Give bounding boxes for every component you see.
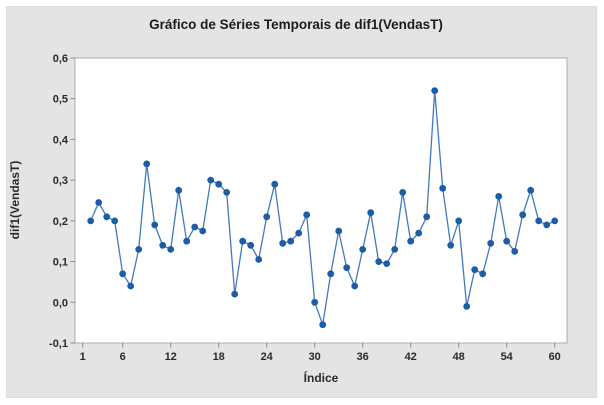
data-point — [423, 213, 431, 221]
x-tick-label: 24 — [261, 351, 274, 363]
data-point — [359, 246, 367, 253]
y-axis-title: dif1(VendasT) — [8, 161, 22, 240]
data-point — [511, 248, 519, 255]
x-tick-label: 18 — [213, 351, 225, 363]
data-point — [447, 241, 455, 249]
data-point — [239, 237, 247, 245]
x-tick-label: 30 — [309, 351, 321, 363]
y-tick-label: -0,1 — [49, 338, 68, 350]
data-point — [431, 87, 439, 94]
data-point — [503, 237, 511, 245]
x-tick-label: 60 — [549, 351, 561, 363]
x-tick-label: 1 — [80, 351, 86, 363]
data-point — [463, 303, 471, 310]
data-point — [295, 229, 303, 237]
data-point — [535, 217, 543, 225]
data-point — [135, 246, 143, 253]
data-point — [223, 189, 231, 196]
data-point — [119, 270, 127, 278]
data-point — [199, 227, 207, 235]
data-point — [143, 160, 151, 168]
data-point — [271, 180, 279, 188]
x-tick-label: 54 — [501, 351, 514, 363]
x-axis-title: Índice — [304, 370, 339, 385]
x-tick-label: 36 — [357, 351, 369, 363]
data-point — [151, 221, 159, 229]
data-point — [311, 298, 319, 306]
data-point — [407, 237, 415, 245]
x-tick-label: 6 — [120, 351, 126, 363]
data-point — [207, 176, 215, 184]
data-point — [191, 223, 199, 231]
data-point — [111, 217, 119, 225]
data-point — [495, 193, 503, 200]
plot-area — [74, 57, 568, 344]
data-point — [367, 209, 375, 217]
data-point — [391, 246, 399, 253]
data-point — [351, 282, 359, 290]
data-point — [487, 239, 495, 247]
x-tick-label: 12 — [165, 351, 177, 363]
data-point — [343, 264, 351, 272]
data-point — [95, 199, 103, 206]
data-point — [479, 270, 487, 278]
data-point — [519, 211, 527, 219]
data-point — [455, 217, 463, 225]
data-point — [551, 217, 559, 225]
data-point — [383, 260, 391, 267]
data-point — [159, 241, 167, 249]
data-series — [87, 87, 559, 329]
data-point — [103, 213, 111, 221]
data-point — [247, 241, 255, 249]
data-point — [255, 256, 263, 263]
data-point — [471, 266, 479, 274]
y-tick-label: 0,0 — [53, 297, 68, 309]
data-point — [87, 217, 95, 225]
data-point — [167, 246, 175, 253]
y-tick-label: 0,4 — [53, 134, 69, 146]
y-tick-label: 0,6 — [53, 53, 68, 65]
data-point — [527, 186, 535, 194]
data-point — [231, 290, 239, 298]
data-point — [175, 186, 183, 194]
data-point — [263, 213, 271, 221]
y-tick-label: 0,3 — [53, 175, 68, 187]
chart-title: Gráfico de Séries Temporais de dif1(Vend… — [149, 17, 443, 32]
axis-ticks: 0,6 0,5 0,4 0,3 0,2 0,1 0,0 -0,1 1 6 12 18 24 30 36 42 4… — [49, 53, 561, 363]
data-point — [319, 321, 327, 329]
y-tick-label: 0,2 — [53, 216, 68, 228]
data-point — [303, 211, 311, 219]
data-point — [279, 239, 287, 247]
data-point — [183, 237, 191, 245]
data-point — [543, 221, 551, 229]
x-tick-label: 42 — [405, 351, 417, 363]
data-point — [287, 237, 295, 245]
data-point — [375, 258, 383, 265]
data-point — [327, 270, 335, 278]
y-tick-label: 0,1 — [53, 257, 68, 269]
data-point — [127, 282, 135, 290]
data-point — [439, 184, 447, 192]
data-point — [335, 227, 343, 235]
data-point — [215, 180, 223, 188]
data-point — [415, 229, 423, 237]
data-point — [399, 189, 407, 196]
x-tick-label: 48 — [453, 351, 465, 363]
y-tick-label: 0,5 — [53, 94, 68, 106]
